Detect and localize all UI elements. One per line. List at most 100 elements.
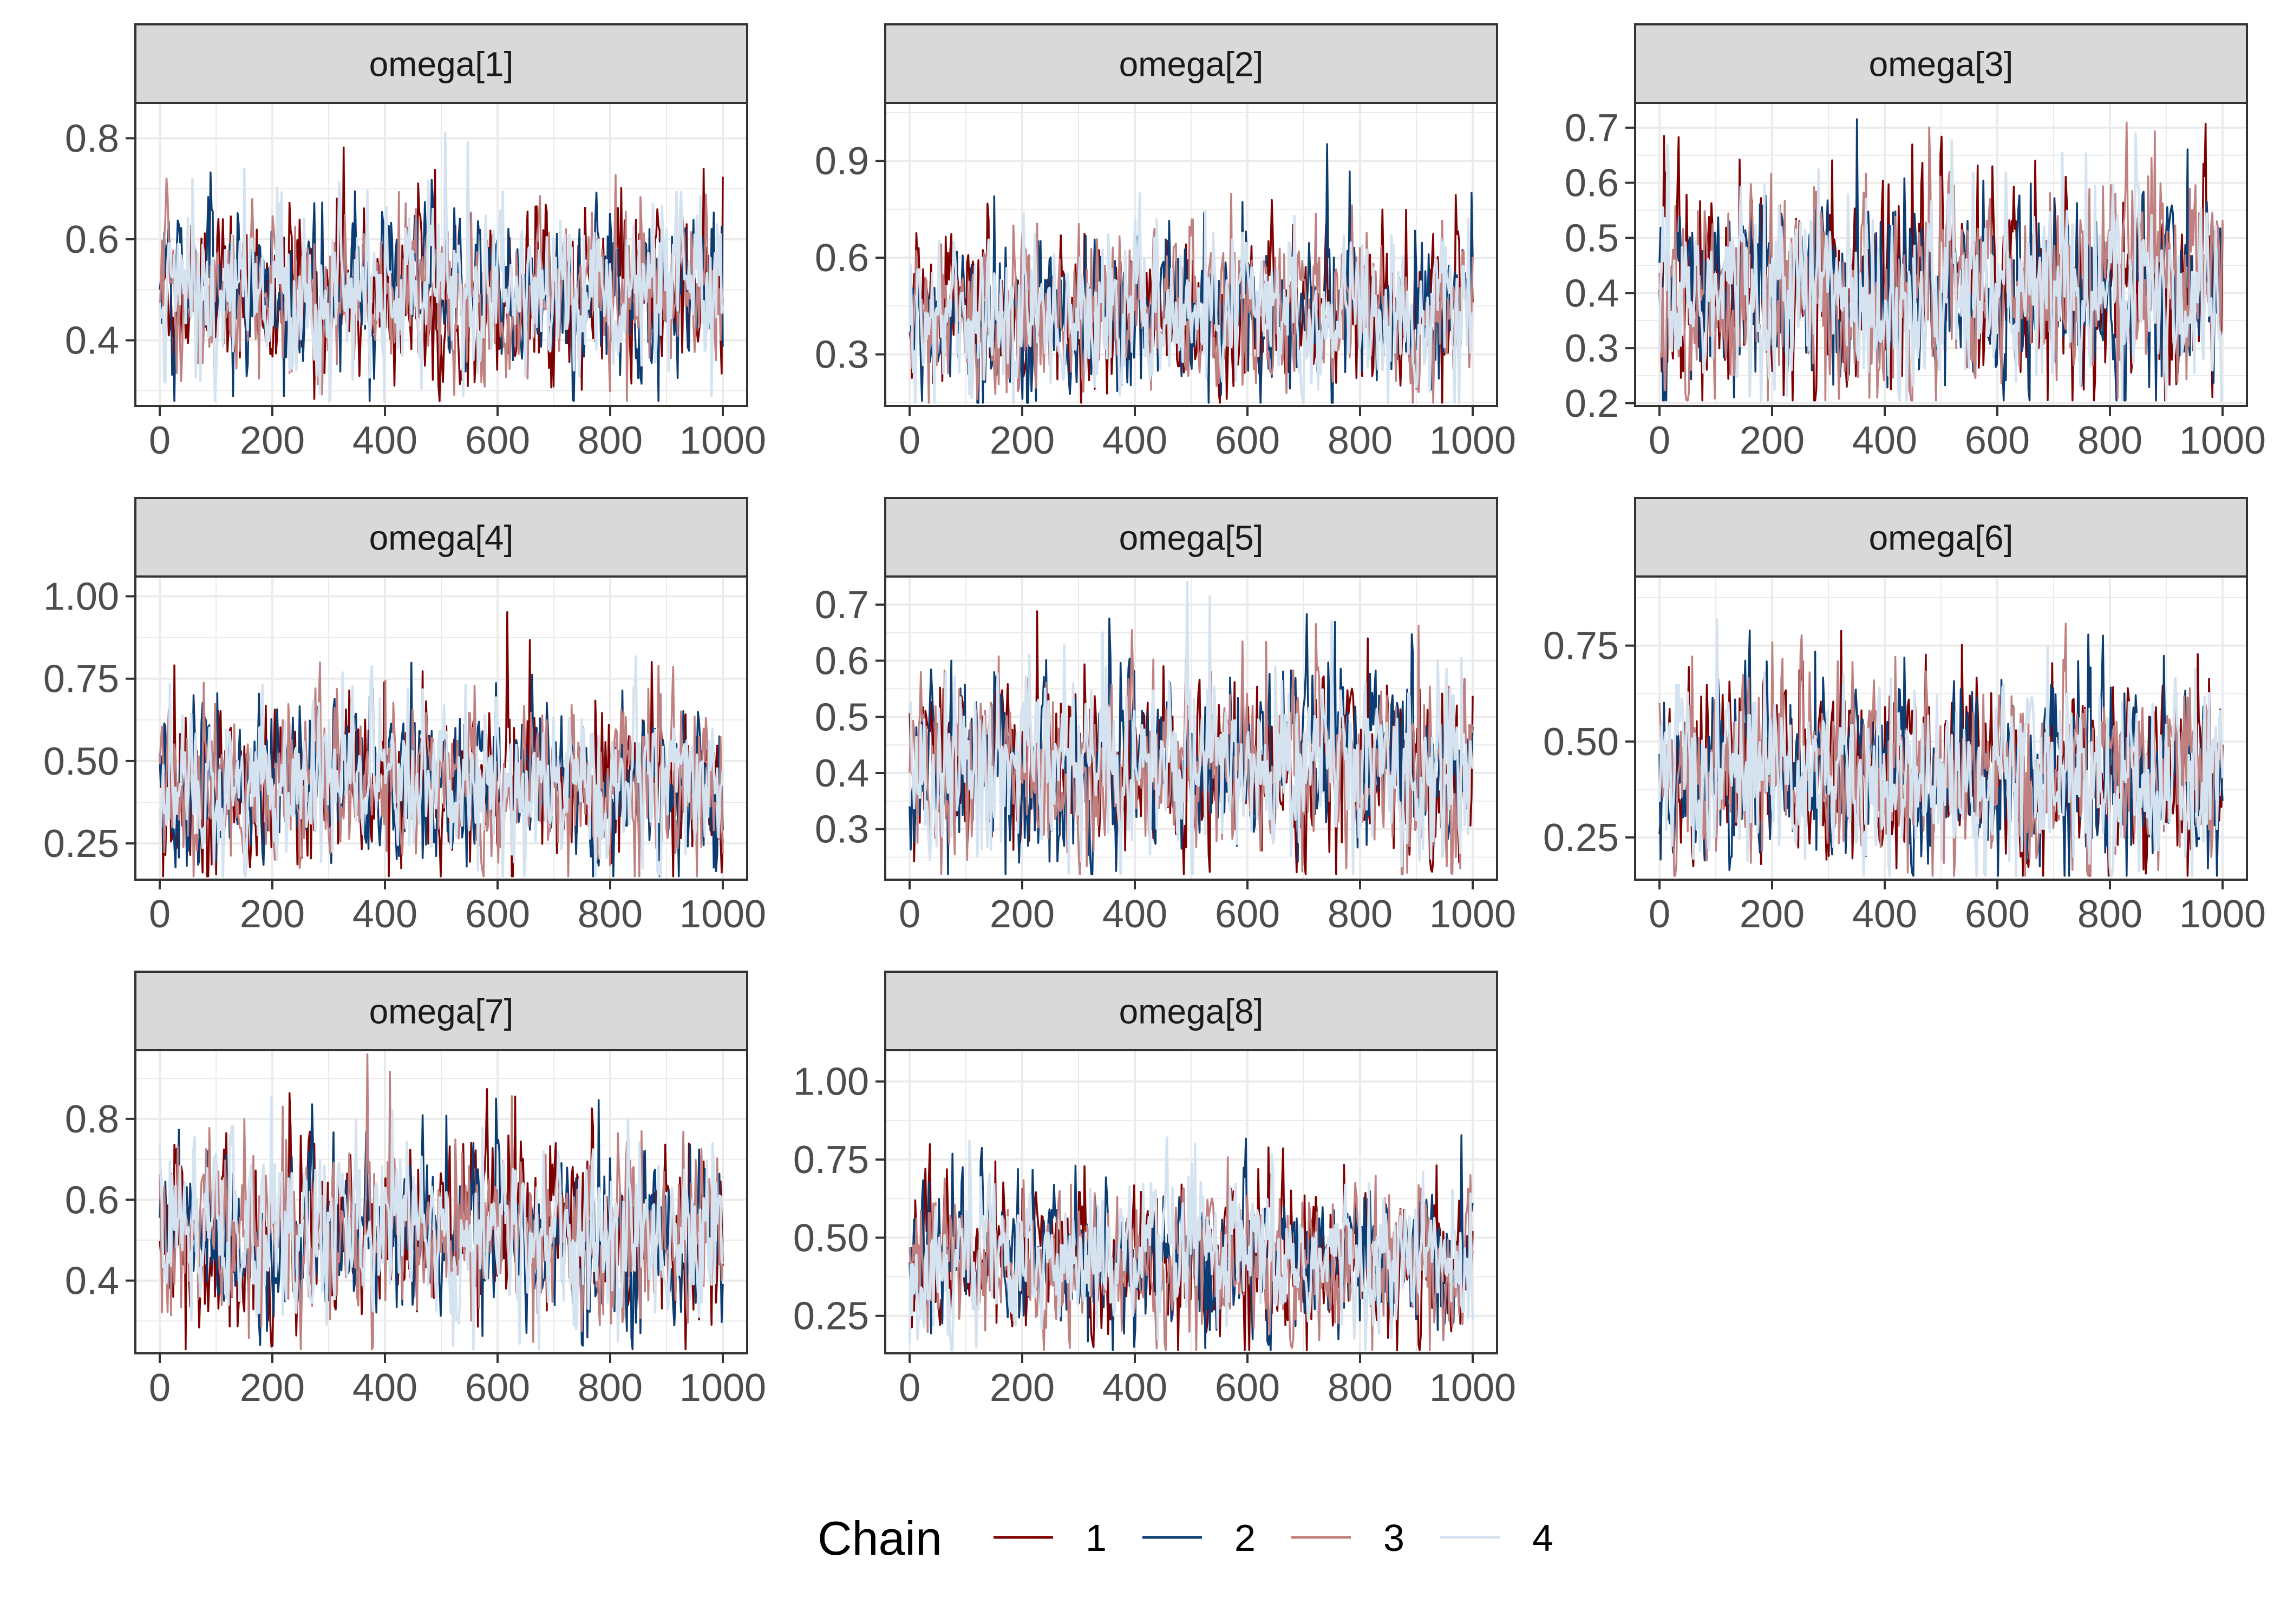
panel-border [134, 1049, 748, 1354]
x-tick-label: 800 [1328, 893, 1393, 936]
series-group [1658, 618, 2224, 878]
strip-background [1634, 23, 2248, 104]
trace-chain-4 [158, 655, 724, 878]
y-tick-label: 0.25 [1543, 816, 1619, 860]
y-tick-label: 0.6 [65, 218, 119, 261]
x-tick-label: 800 [2077, 419, 2142, 462]
x-tick-label: 1000 [679, 893, 766, 936]
x-tick-label: 200 [240, 893, 305, 936]
trace-chain-4 [1658, 132, 2223, 402]
panel-4: omega[4] 0.25 0.50 0.75 1.00 0 200 400 600 800 100… [43, 497, 766, 936]
panel-2: omega[2] 0.3 0.6 0.9 0 200 400 600 800 1000 [815, 23, 1516, 462]
facet-panels: omega[1] 0.4 0.6 0.8 0 200 400 600 800 1000 omega[… [43, 23, 2266, 1410]
y-tick-label: 0.25 [43, 822, 119, 866]
y-tick-label: 0.6 [65, 1178, 119, 1222]
y-tick-label: 0.50 [43, 740, 119, 783]
x-tick-label: 600 [1215, 1366, 1280, 1410]
legend-label-4: 4 [1532, 1517, 1553, 1559]
x-tick-label: 600 [1215, 893, 1280, 936]
trace-chain-4 [908, 192, 1474, 404]
x-tick-label: 400 [352, 893, 417, 936]
panel-3: omega[3] 0.2 0.3 0.4 0.5 0.6 0.7 0 200 400 600 800 1… [1565, 23, 2266, 462]
series-group [158, 1053, 724, 1351]
y-tick-label: 0.4 [65, 319, 119, 363]
y-tick-label: 0.75 [1543, 625, 1619, 668]
x-tick-label: 200 [1740, 893, 1805, 936]
strip-title: omega[8] [1119, 992, 1264, 1031]
x-tick-label: 0 [1649, 419, 1670, 462]
trace-chain-4 [158, 131, 724, 402]
strip-title: omega[1] [369, 45, 514, 84]
panel-border [134, 575, 748, 881]
x-tick-label: 1000 [679, 1366, 766, 1410]
strip-title: omega[5] [1119, 519, 1264, 558]
x-tick-label: 1000 [1429, 893, 1516, 936]
y-tick-label: 0.6 [1565, 162, 1619, 205]
panel-border [884, 1049, 1498, 1354]
x-tick-label: 1000 [2179, 893, 2266, 936]
x-tick-label: 600 [465, 893, 530, 936]
x-tick-label: 800 [578, 419, 643, 462]
legend-entry-1: 1 [994, 1517, 1107, 1559]
y-tick-label: 0.3 [815, 808, 869, 852]
series-group [158, 131, 724, 402]
trace-chain-3 [1658, 121, 2224, 402]
trace-chain-1 [159, 1088, 724, 1351]
panel-border [884, 575, 1498, 881]
trace-chain-4 [908, 581, 1474, 875]
x-tick-label: 400 [1852, 893, 1917, 936]
series-group [908, 1134, 1474, 1352]
trace-chain-4 [158, 1096, 724, 1351]
trace-chain-4 [1658, 618, 2224, 878]
panel-5: omega[5] 0.3 0.4 0.5 0.6 0.7 0 200 400 600 800 1000 [815, 497, 1516, 936]
x-tick-label: 200 [990, 1366, 1055, 1410]
x-tick-label: 800 [578, 893, 643, 936]
y-tick-label: 0.3 [1565, 327, 1619, 370]
y-tick-label: 0.9 [815, 140, 869, 183]
x-tick-label: 0 [899, 1366, 920, 1410]
y-tick-label: 0.4 [65, 1260, 119, 1303]
x-tick-label: 400 [352, 419, 417, 462]
x-tick-label: 600 [1965, 419, 2030, 462]
strip-title: omega[2] [1119, 45, 1264, 84]
legend-entry-3: 3 [1291, 1517, 1404, 1559]
x-tick-label: 400 [352, 1366, 417, 1410]
x-tick-label: 600 [1965, 893, 2030, 936]
series-group [908, 581, 1474, 875]
x-tick-label: 800 [578, 1366, 643, 1410]
panel-6: omega[6] 0.25 0.50 0.75 0 200 400 600 800 1000 [1543, 497, 2266, 936]
legend-entry-4: 4 [1440, 1517, 1553, 1559]
x-tick-label: 600 [465, 1366, 530, 1410]
legend: Chain 1 2 3 4 [818, 1511, 1553, 1565]
strip-background [134, 971, 748, 1051]
y-tick-label: 0.7 [1565, 107, 1619, 150]
x-tick-label: 400 [1102, 419, 1167, 462]
y-tick-label: 0.5 [1565, 217, 1619, 260]
x-tick-label: 800 [1328, 419, 1393, 462]
strip-background [884, 971, 1498, 1051]
legend-title: Chain [818, 1511, 942, 1565]
y-tick-label: 0.6 [815, 237, 869, 280]
x-tick-label: 0 [1649, 893, 1670, 936]
series-group [1658, 118, 2224, 402]
x-tick-label: 0 [149, 419, 171, 462]
x-tick-label: 0 [149, 893, 171, 936]
x-tick-label: 800 [2077, 893, 2142, 936]
strip-background [884, 23, 1498, 104]
y-tick-label: 0.75 [793, 1138, 869, 1182]
x-tick-label: 600 [1215, 419, 1280, 462]
strip-background [134, 497, 748, 578]
x-tick-label: 200 [1740, 419, 1805, 462]
x-tick-label: 1000 [2179, 419, 2266, 462]
x-tick-label: 400 [1102, 1366, 1167, 1410]
y-tick-label: 0.8 [65, 1098, 119, 1141]
x-tick-label: 400 [1852, 419, 1917, 462]
panel-border [1634, 102, 2248, 407]
y-tick-label: 0.3 [815, 333, 869, 377]
y-tick-label: 0.4 [815, 752, 869, 795]
panel-border [884, 102, 1498, 407]
legend-label-2: 2 [1234, 1517, 1256, 1559]
x-tick-label: 800 [1328, 1366, 1393, 1410]
series-group [158, 611, 724, 878]
